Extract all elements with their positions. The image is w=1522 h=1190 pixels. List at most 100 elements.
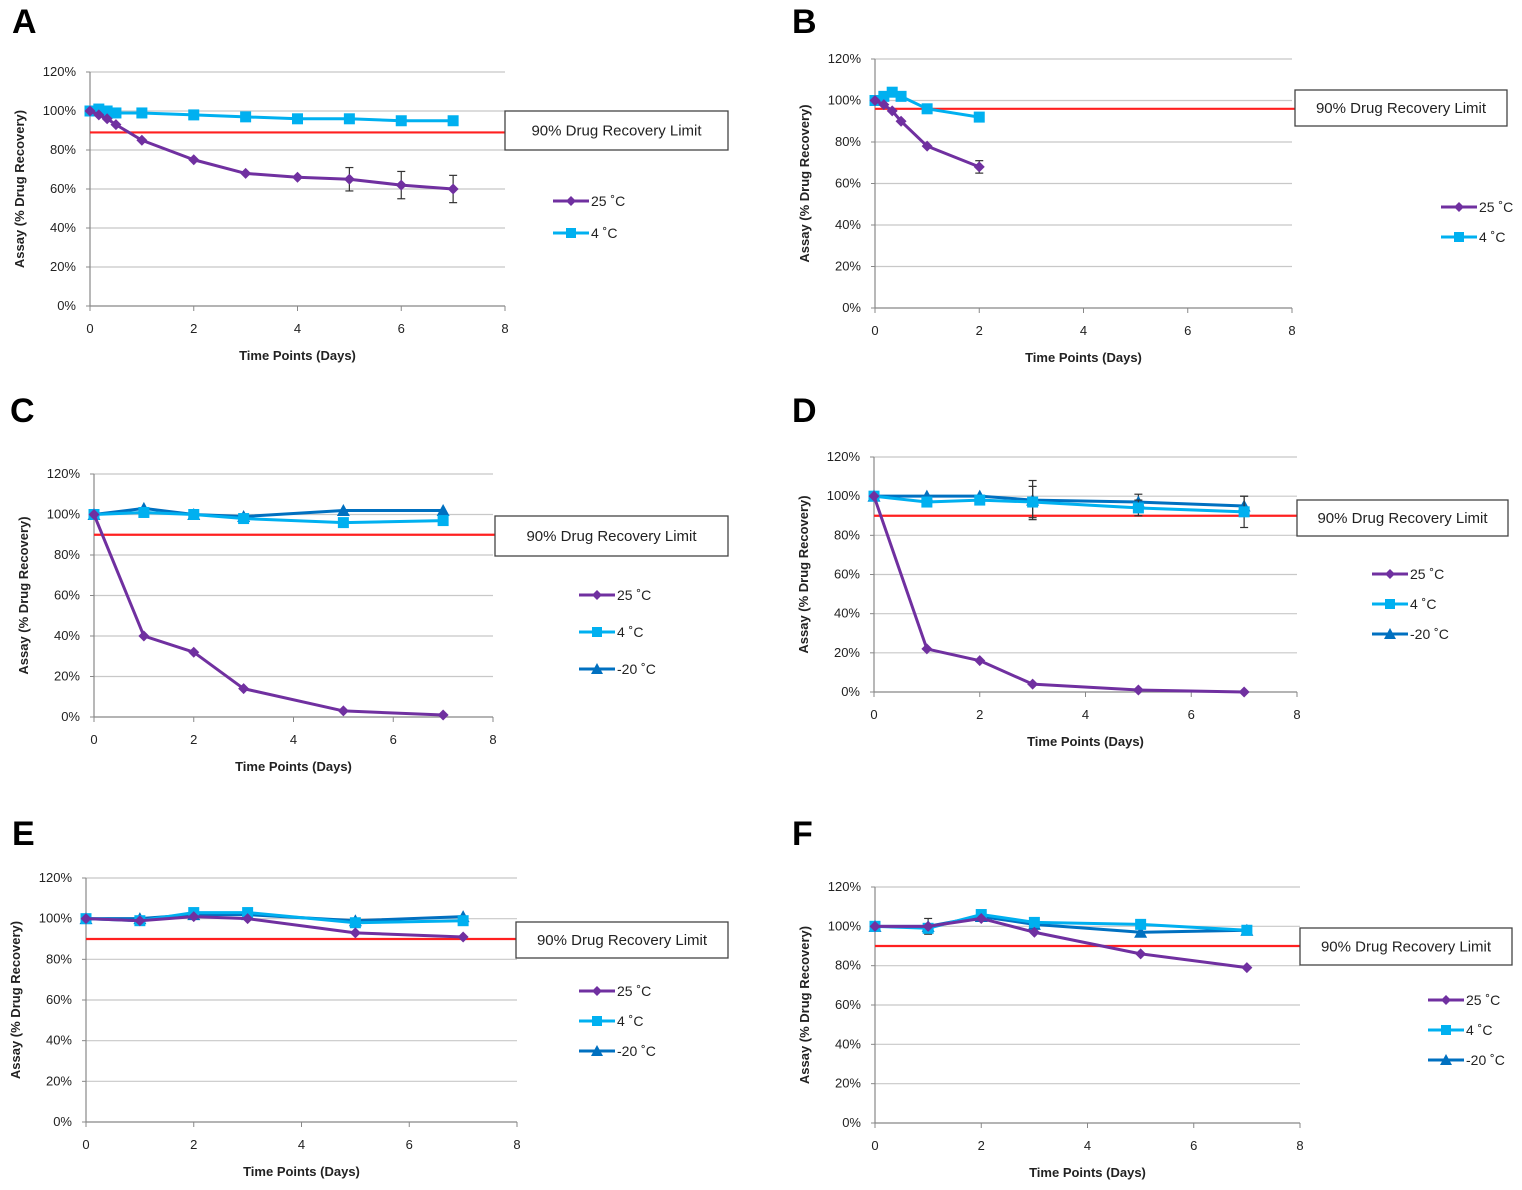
legend-entry: -20 ˚C [617,1043,656,1059]
data-point [349,927,361,939]
data-point [886,86,898,98]
x-tick-label: 2 [976,323,983,338]
y-tick-label: 120% [47,466,81,481]
data-point [292,113,303,125]
data-point [1027,678,1039,690]
y-tick-label: 20% [835,259,861,274]
data-point [886,105,898,117]
x-tick-label: 0 [870,707,877,722]
x-tick-label: 4 [1084,1138,1091,1153]
x-tick-label: 6 [1184,323,1191,338]
data-point [238,683,250,695]
data-point [292,171,303,183]
series-line [874,494,1245,508]
data-point [101,113,113,125]
y-axis-label: Assay (% Drug Recovery) [797,104,812,262]
y-tick-label: 40% [46,1033,72,1048]
legend-marker [1441,995,1451,1005]
data-point [878,90,890,102]
data-point [447,115,459,127]
x-tick-label: 8 [1293,707,1300,722]
series-line [872,495,1245,694]
data-point [188,646,200,658]
x-tick-label: 4 [298,1137,305,1152]
data-point [188,911,200,923]
legend-marker [592,986,602,996]
legend-entry: 25 ˚C [1479,199,1513,215]
legend-entry: -20 ˚C [617,661,656,677]
y-tick-label: 0% [61,709,80,724]
data-point [1027,496,1039,508]
x-tick-label: 4 [294,321,301,336]
data-point [138,630,150,642]
data-point [974,494,986,506]
recovery-limit-box [515,921,729,959]
y-tick-label: 20% [834,645,860,660]
series-line [874,913,1247,932]
chart-panel-e: E 0% 20% 40% 60% 80% 100% 120% 0 2 4 6 8 Time Points … [8,815,729,1179]
x-tick-label: 8 [489,732,496,747]
data-point [921,496,933,508]
legend-entry: 4 ˚C [1479,229,1505,245]
chart-panel-d: D 0% 20% 40% 60% 80% 100% 120% 0 2 4 6 8 Time Points … [792,392,1509,749]
x-axis-label: Time Points (Days) [235,759,352,774]
data-point [88,509,100,520]
series-line [92,513,444,717]
data-point [922,920,934,932]
data-point [240,111,252,123]
series-line [85,915,464,939]
y-tick-label: 100% [828,93,862,108]
data-point [436,503,450,516]
data-point [974,655,986,667]
y-tick-label: 120% [39,870,73,885]
data-point [1134,925,1148,938]
panel-letter: F [792,815,813,853]
legend-marker [1440,1054,1452,1065]
data-point [93,109,105,121]
series-line [875,916,1248,970]
legend-entry: -20 ˚C [1410,626,1449,642]
y-axis-label: Assay (% Drug Recovery) [16,516,31,674]
recovery-limit-label: 90% Drug Recovery Limit [526,528,697,545]
legend-marker [1454,232,1464,242]
y-tick-label: 0% [57,298,76,313]
data-point [395,115,407,127]
data-point [136,134,148,146]
y-tick-label: 120% [43,64,77,79]
series-line [93,510,444,525]
legend-entry: 4 ˚C [1466,1022,1492,1038]
recovery-limit-label: 90% Drug Recovery Limit [1316,100,1487,117]
y-tick-label: 0% [53,1114,72,1129]
recovery-limit-label: 90% Drug Recovery Limit [531,123,702,140]
recovery-limit-label: 90% Drug Recovery Limit [537,932,708,949]
y-tick-label: 60% [835,176,861,191]
y-tick-label: 60% [50,181,76,196]
y-tick-label: 40% [835,1036,861,1051]
y-tick-label: 80% [54,547,80,562]
data-point [1241,924,1253,936]
data-point [878,99,890,111]
legend-entry: 4 ˚C [1410,596,1436,612]
data-point [238,513,250,525]
legend-marker [592,1016,602,1026]
panel-letter: C [10,392,35,430]
y-tick-label: 120% [828,879,862,894]
data-point [1135,918,1147,930]
x-tick-label: 8 [501,321,508,336]
data-point [242,907,254,919]
x-tick-label: 0 [90,732,97,747]
y-tick-label: 0% [842,300,861,315]
data-point [1028,926,1040,938]
y-tick-label: 40% [834,606,860,621]
data-point [1028,916,1040,928]
x-tick-label: 8 [1296,1138,1303,1153]
x-tick-label: 6 [1188,707,1195,722]
data-point [973,111,985,123]
recovery-limit-box [1299,927,1513,966]
chart-panel-c: C 0% 20% 40% 60% 80% 100% 120% 0 2 4 6 8 Time Points … [10,392,729,774]
y-axis-label: Assay (% Drug Recovery) [8,921,23,1079]
x-axis-label: Time Points (Days) [239,348,356,363]
data-point [84,105,96,117]
x-tick-label: 2 [976,707,983,722]
x-tick-label: 6 [390,732,397,747]
